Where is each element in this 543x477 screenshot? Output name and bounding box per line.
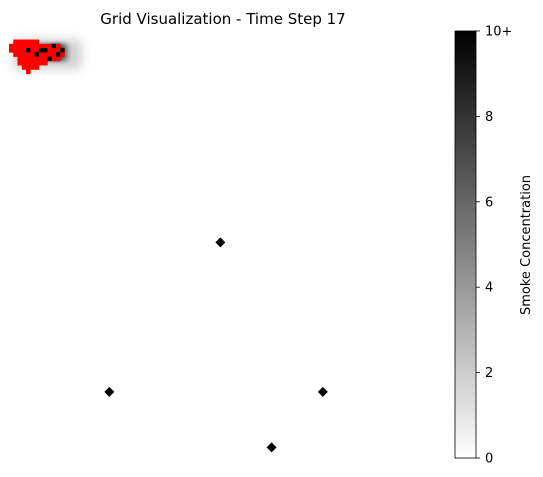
fire-cell [30,48,35,53]
fire-cell [17,39,23,45]
fire-cell [9,48,14,53]
fire-cell [47,43,52,49]
plot-area [9,39,328,453]
fire-cell [26,56,31,62]
fire-cell [38,56,44,62]
sensor-markers [104,237,328,453]
hotspot-cell [60,48,65,53]
fire-cell [17,48,23,53]
fire-cell [43,56,48,62]
fire-cell [30,60,35,66]
fire-cell [26,52,31,57]
colorbar-ticks: 0 2 4 6 8 10+ [476,25,512,467]
sensor-marker [266,442,277,453]
fire-cell [17,56,23,62]
fire-cell [26,39,31,45]
fire-cell [51,48,57,53]
hotspot-cell [34,52,39,57]
sensor-marker [317,386,328,397]
fire-cell [55,43,61,49]
colorbar-tick-label: 6 [485,195,493,210]
hotspot-cell [43,48,48,53]
colorbar-tick-label: 4 [485,281,493,296]
sensor-marker [215,237,226,248]
fire-cell [34,60,40,66]
fire-cell [43,60,48,66]
fire-cell [30,43,35,49]
hotspot-cell [55,52,61,57]
fire-cell [26,65,31,70]
fire-cell [34,56,40,62]
fire-cell [47,48,52,53]
fire-cell [47,52,52,57]
colorbar-label: Smoke Concentration [519,175,534,315]
fire-cell [13,39,18,45]
fire-cell [21,39,27,45]
fire-cell [21,56,27,62]
fire-cell [21,60,27,66]
colorbar-gradient [454,30,477,459]
fire-cell [21,52,27,57]
fire-cell [26,43,31,49]
hotspot-cells [26,43,65,61]
hotspot-cell [51,43,56,49]
fire-cell [13,52,18,57]
fire-cell [38,43,44,49]
fire-cell [30,56,35,62]
fire-cell [38,60,44,66]
fire-cell [30,39,35,45]
fire-cell [55,48,61,53]
fire-cell [17,52,23,57]
fire-cell [43,52,48,57]
sensor-marker [104,386,115,397]
fire-cell [38,52,44,57]
fire-cell [13,48,18,53]
hotspot-cell [26,48,31,53]
colorbar-tick-label: 8 [485,110,493,125]
chart-title: Grid Visualization - Time Step 17 [100,10,345,28]
fire-cell [21,43,27,49]
colorbar-tick-label: 10+ [485,25,512,40]
fire-cell [9,43,14,49]
fire-cell [34,43,40,49]
fire-cell [17,43,23,49]
hotspot-cell [38,48,44,53]
fire-cell [60,52,65,57]
fire-cell [26,60,31,66]
fire-cell [43,43,48,49]
colorbar-tick-label: 0 [485,452,493,467]
fire-cell [26,69,31,74]
fire-cell [21,48,27,53]
fire-cell [21,65,27,70]
colorbar-tick-label: 2 [485,366,493,381]
fire-cell [34,39,40,45]
colorbar: 0 2 4 6 8 10+ Smoke Concentration [454,25,534,467]
fire-cell [34,48,40,53]
fire-cell [34,65,40,70]
fire-cell [30,52,35,57]
fire-cell [13,43,18,49]
fire-cell [55,56,61,62]
hotspot-cell [47,56,52,61]
fire-cell [51,52,57,57]
fire-cell [51,56,57,62]
fire-cell [30,65,35,70]
fire-cell [17,60,23,66]
